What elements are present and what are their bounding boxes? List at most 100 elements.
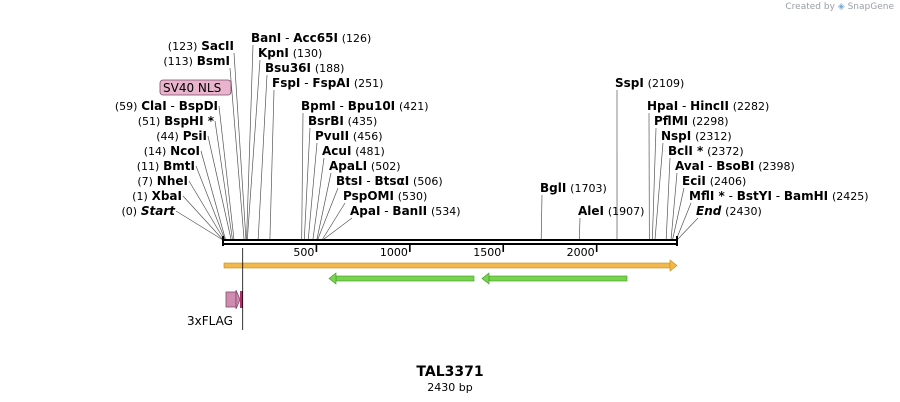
credit-brand: SnapGene bbox=[847, 2, 894, 12]
site-leader-line bbox=[188, 180, 225, 241]
site-label-pspomi[interactable]: PspOMI (530) bbox=[343, 189, 427, 203]
site-text: SspI bbox=[615, 76, 644, 90]
site-leader-line bbox=[303, 127, 311, 241]
site-label-mfli[interactable]: MflI * - BstYI - BamHI (2425) bbox=[689, 189, 869, 203]
site-leader-line bbox=[322, 217, 353, 241]
site-leader-line bbox=[182, 195, 224, 241]
site-label-sspi[interactable]: SspI (2109) bbox=[615, 76, 684, 90]
site-labels: (123) SacII(113) BsmI (59) ClaI - BspDI(5… bbox=[115, 31, 869, 218]
site-text: AvaI bbox=[675, 159, 704, 173]
site-text: (2406) bbox=[710, 175, 747, 188]
site-leader-line bbox=[312, 157, 325, 241]
site-leader-line bbox=[670, 172, 678, 241]
site-label-nspi[interactable]: NspI (2312) bbox=[661, 129, 732, 143]
sv40-nls-label: SV40 NLS bbox=[163, 81, 221, 95]
site-leader-line bbox=[214, 120, 233, 241]
site-text: FspI bbox=[272, 76, 300, 90]
site-text: Bsu36I bbox=[265, 61, 311, 75]
3xflag-marker bbox=[240, 291, 243, 308]
ruler-tick-label: 500 bbox=[293, 246, 314, 259]
orf-orange[interactable] bbox=[223, 259, 678, 272]
site-label-bcli[interactable]: BclI * (2372) bbox=[668, 144, 744, 158]
site-text: (14) bbox=[144, 145, 167, 158]
site-text: AleI bbox=[578, 204, 604, 218]
site-label-bsmi[interactable]: (113) BsmI bbox=[163, 54, 230, 68]
site-label-bsphi[interactable]: (51) BspHI * bbox=[138, 114, 215, 128]
site-text: BspDI bbox=[179, 99, 218, 113]
site-label-sacii[interactable]: (123) SacII bbox=[168, 39, 234, 53]
site-separator: - bbox=[725, 189, 737, 203]
snapgene-logo-icon: ◈ bbox=[837, 2, 845, 12]
site-text: BglI bbox=[540, 181, 566, 195]
snapgene-credit: Created by ◈ SnapGene bbox=[785, 2, 894, 12]
site-label-bani[interactable]: BanI - Acc65I (126) bbox=[251, 31, 371, 45]
site-label-kpni[interactable]: KpnI (130) bbox=[258, 46, 322, 60]
site-label-apali[interactable]: ApaLI (502) bbox=[329, 159, 401, 173]
site-text: (2282) bbox=[733, 100, 770, 113]
site-label-avai[interactable]: AvaI - BsoBI (2398) bbox=[675, 159, 795, 173]
site-label-btsi[interactable]: BtsI - BtsαI (506) bbox=[336, 174, 443, 188]
site-leader-line bbox=[665, 157, 671, 241]
site-label-end[interactable]: End (2430) bbox=[696, 204, 762, 218]
site-leader-line bbox=[195, 165, 226, 241]
site-text: KpnI bbox=[258, 46, 289, 60]
site-label-bsu36i[interactable]: Bsu36I (188) bbox=[265, 61, 344, 75]
site-text: ApaI bbox=[350, 204, 380, 218]
site-text: AcuI bbox=[322, 144, 351, 158]
site-label-bmti[interactable]: (11) BmtI bbox=[137, 159, 195, 173]
site-text: HincII bbox=[690, 99, 729, 113]
site-label-pflmi[interactable]: PflMI (2298) bbox=[654, 114, 729, 128]
site-text: BsrBI bbox=[308, 114, 344, 128]
site-separator: - bbox=[704, 159, 716, 173]
site-separator: - bbox=[363, 174, 375, 188]
site-separator: - bbox=[678, 99, 690, 113]
site-text: (113) bbox=[163, 55, 193, 68]
site-text: (11) bbox=[137, 160, 160, 173]
site-text: FspAI bbox=[312, 76, 350, 90]
feature-sv40-nls[interactable]: SV40 NLS bbox=[159, 79, 232, 96]
site-text: XbaI bbox=[152, 189, 182, 203]
orf-green-1-arrowhead bbox=[328, 272, 337, 285]
site-leader-line bbox=[316, 172, 332, 241]
feature-3xflag[interactable]: 3xFLAG bbox=[187, 289, 243, 328]
site-label-nhei[interactable]: (7) NheI bbox=[137, 174, 188, 188]
site-leader-lines bbox=[175, 44, 699, 241]
3xflag-box bbox=[225, 291, 237, 308]
site-text: PspOMI bbox=[343, 189, 394, 203]
site-text: (0) bbox=[121, 205, 137, 218]
site-leader-line bbox=[321, 202, 346, 241]
site-label-psii[interactable]: (44) PsiI bbox=[156, 129, 207, 143]
site-text: (421) bbox=[399, 100, 429, 113]
site-text: BtsI bbox=[336, 174, 363, 188]
site-text: (2312) bbox=[695, 130, 732, 143]
site-label-acui[interactable]: AcuI (481) bbox=[322, 144, 385, 158]
orf-green-1[interactable] bbox=[328, 272, 475, 285]
site-text: BspHI * bbox=[164, 114, 215, 128]
site-text: (435) bbox=[348, 115, 378, 128]
site-label-bsrbi[interactable]: BsrBI (435) bbox=[308, 114, 377, 128]
3xflag-label: 3xFLAG bbox=[187, 314, 233, 328]
site-text: (2298) bbox=[692, 115, 729, 128]
site-label-bgli[interactable]: BglI (1703) bbox=[540, 181, 607, 195]
site-label-start[interactable]: (0) Start bbox=[121, 204, 176, 218]
site-label-apai[interactable]: ApaI - BanII (534) bbox=[350, 204, 461, 218]
orf-green-1-body bbox=[335, 275, 475, 282]
site-label-bpmi[interactable]: BpmI - Bpu10I (421) bbox=[301, 99, 429, 113]
site-label-ncoi[interactable]: (14) NcoI bbox=[144, 144, 200, 158]
site-label-fspi[interactable]: FspI - FspAI (251) bbox=[272, 76, 383, 90]
site-label-xbai[interactable]: (1) XbaI bbox=[132, 189, 182, 203]
site-leader-line bbox=[218, 105, 235, 241]
site-text: BpmI bbox=[301, 99, 336, 113]
site-label-hpai[interactable]: HpaI - HincII (2282) bbox=[647, 99, 769, 113]
site-label-ecii[interactable]: EciI (2406) bbox=[682, 174, 746, 188]
site-text: PvuII bbox=[315, 129, 349, 143]
site-label-clai[interactable]: (59) ClaI - BspDI bbox=[115, 99, 218, 113]
site-text: EciI bbox=[682, 174, 706, 188]
site-text: (44) bbox=[156, 130, 179, 143]
site-leader-line bbox=[246, 59, 261, 241]
orf-green-2[interactable] bbox=[481, 272, 628, 285]
site-text: NheI bbox=[157, 174, 188, 188]
site-label-pvuii[interactable]: PvuII (456) bbox=[315, 129, 383, 143]
site-label-alei[interactable]: AleI (1907) bbox=[578, 204, 644, 218]
site-text: (1907) bbox=[608, 205, 645, 218]
